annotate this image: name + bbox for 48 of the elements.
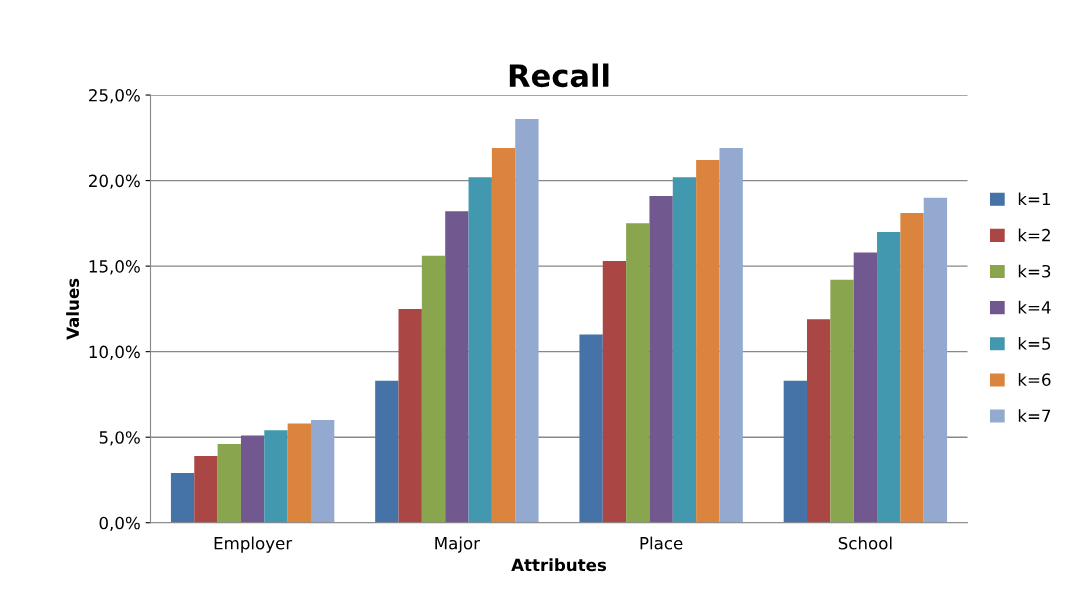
bar bbox=[194, 456, 218, 523]
bar bbox=[807, 319, 831, 523]
x-tick-label: Employer bbox=[214, 536, 293, 553]
bar bbox=[515, 118, 539, 523]
y-tick-label: 5,0% bbox=[99, 431, 140, 446]
bar bbox=[170, 473, 195, 523]
bar bbox=[240, 435, 265, 523]
y-tick-label: 15,0% bbox=[89, 260, 140, 275]
bar bbox=[287, 423, 311, 523]
y-tick-label: 10,0% bbox=[89, 345, 140, 360]
bar bbox=[696, 160, 720, 523]
y-tick-label: 25,0% bbox=[89, 89, 140, 104]
bar bbox=[719, 148, 743, 523]
bar bbox=[649, 195, 673, 523]
legend-label: k=4 bbox=[1018, 300, 1051, 314]
bar bbox=[877, 231, 901, 523]
legend-label: k=5 bbox=[1018, 336, 1051, 350]
bar bbox=[445, 211, 469, 523]
bar bbox=[491, 148, 516, 523]
x-axis-title: Attributes bbox=[511, 558, 607, 572]
x-tick-label: Place bbox=[640, 536, 683, 550]
bar bbox=[310, 420, 335, 523]
x-tick-label: Major bbox=[435, 536, 481, 553]
bar bbox=[900, 213, 924, 523]
legend-label: k=1 bbox=[1018, 192, 1051, 206]
bar bbox=[579, 334, 603, 523]
bar bbox=[398, 308, 422, 523]
x-tick-label: School bbox=[838, 536, 892, 550]
bar bbox=[468, 177, 492, 523]
legend-label: k=7 bbox=[1018, 409, 1051, 422]
bar bbox=[830, 279, 854, 523]
bar bbox=[853, 252, 878, 523]
y-tick-label: 0,0% bbox=[99, 516, 140, 531]
bar bbox=[217, 444, 241, 523]
bar bbox=[783, 380, 808, 523]
bar bbox=[375, 380, 399, 523]
legend-label: k=6 bbox=[1018, 373, 1051, 386]
bar bbox=[672, 177, 697, 523]
bar bbox=[626, 223, 650, 523]
y-tick-label: 20,0% bbox=[89, 174, 140, 189]
y-axis-title: Values bbox=[66, 278, 80, 340]
bar bbox=[602, 260, 627, 523]
chart-title: Recall bbox=[509, 63, 609, 88]
bar bbox=[421, 255, 446, 523]
bar bbox=[923, 197, 948, 523]
bar bbox=[264, 430, 288, 523]
legend-label: k=2 bbox=[1018, 228, 1050, 242]
legend-label: k=3 bbox=[1018, 264, 1051, 278]
